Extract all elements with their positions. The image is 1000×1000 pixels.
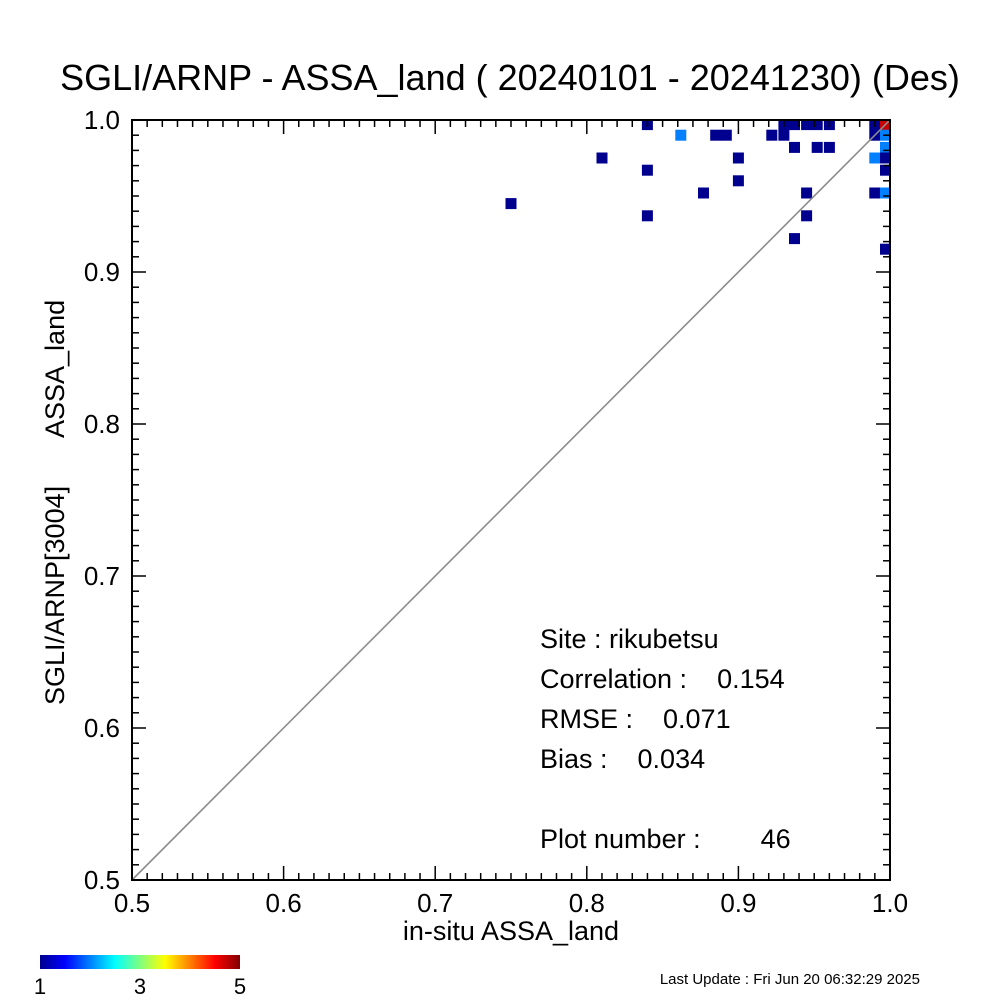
y-axis-title-part2: ASSA_land [40,300,70,438]
stat-correlation: Correlation : 0.154 [540,664,785,694]
data-cell [698,187,709,199]
colorbar [40,955,240,969]
y-tick-label: 0.8 [84,409,120,439]
plot-marks [505,120,890,255]
y-tick-label: 0.6 [84,713,120,743]
data-cell [823,141,835,153]
colorbar-label: 1 [34,974,46,999]
data-cell [789,233,800,245]
data-cell [675,129,687,141]
last-update-text: Last Update : Fri Jun 20 06:32:29 2025 [660,971,920,988]
x-tick-label: 0.7 [417,888,453,918]
data-cell [880,164,890,176]
colorbar-label: 3 [134,974,146,999]
y-tick-label: 0.9 [84,257,120,287]
data-cell [869,187,881,199]
data-cell [869,152,881,164]
data-cell [778,129,790,141]
stat-rmse: RMSE : 0.071 [540,704,731,734]
stat-bias: Bias : 0.034 [540,744,705,774]
x-tick-label: 1.0 [872,888,908,918]
data-cell [505,198,517,210]
data-cell [766,129,778,141]
axis-ticks [131,119,891,881]
data-cell [641,210,653,222]
colorbar-labels: 1 3 5 [34,974,246,999]
data-cell [789,120,800,131]
data-cell [811,141,823,153]
one-to-one-line [131,119,891,881]
axis-tick-labels: 0.5 0.6 0.7 0.8 0.9 1.0 0.5 0.6 0.7 0.8 0.9 1.0 [84,105,908,918]
x-axis-title: in-situ ASSA_land [403,916,619,946]
y-tick-label: 0.5 [84,865,120,895]
data-cell [596,152,608,164]
data-cell [789,141,800,153]
data-cell [811,120,823,131]
data-cell [732,175,744,187]
y-axis-title-part1: SGLI/ARNP[3004] [40,486,70,705]
x-tick-label: 0.5 [114,888,150,918]
y-tick-label: 1.0 [84,105,120,135]
stat-plot-number: Plot number : 46 [540,824,791,854]
data-cell [801,210,813,222]
data-cell [801,187,813,199]
data-cell [801,120,813,131]
data-cell [880,187,890,199]
data-cell [880,243,890,255]
data-cell [880,141,890,153]
x-tick-label: 0.8 [569,888,605,918]
data-cell [880,152,890,164]
data-cell [710,129,722,141]
data-cell [732,152,744,164]
y-tick-label: 0.7 [84,561,120,591]
chart-title: SGLI/ARNP - ASSA_land ( 20240101 - 20241… [60,57,960,98]
data-cell [641,164,653,176]
colorbar-label: 5 [234,974,246,999]
x-tick-label: 0.6 [266,888,302,918]
data-cell [720,129,732,141]
x-tick-label: 0.9 [720,888,756,918]
stat-site: Site : rikubetsu [540,624,719,654]
